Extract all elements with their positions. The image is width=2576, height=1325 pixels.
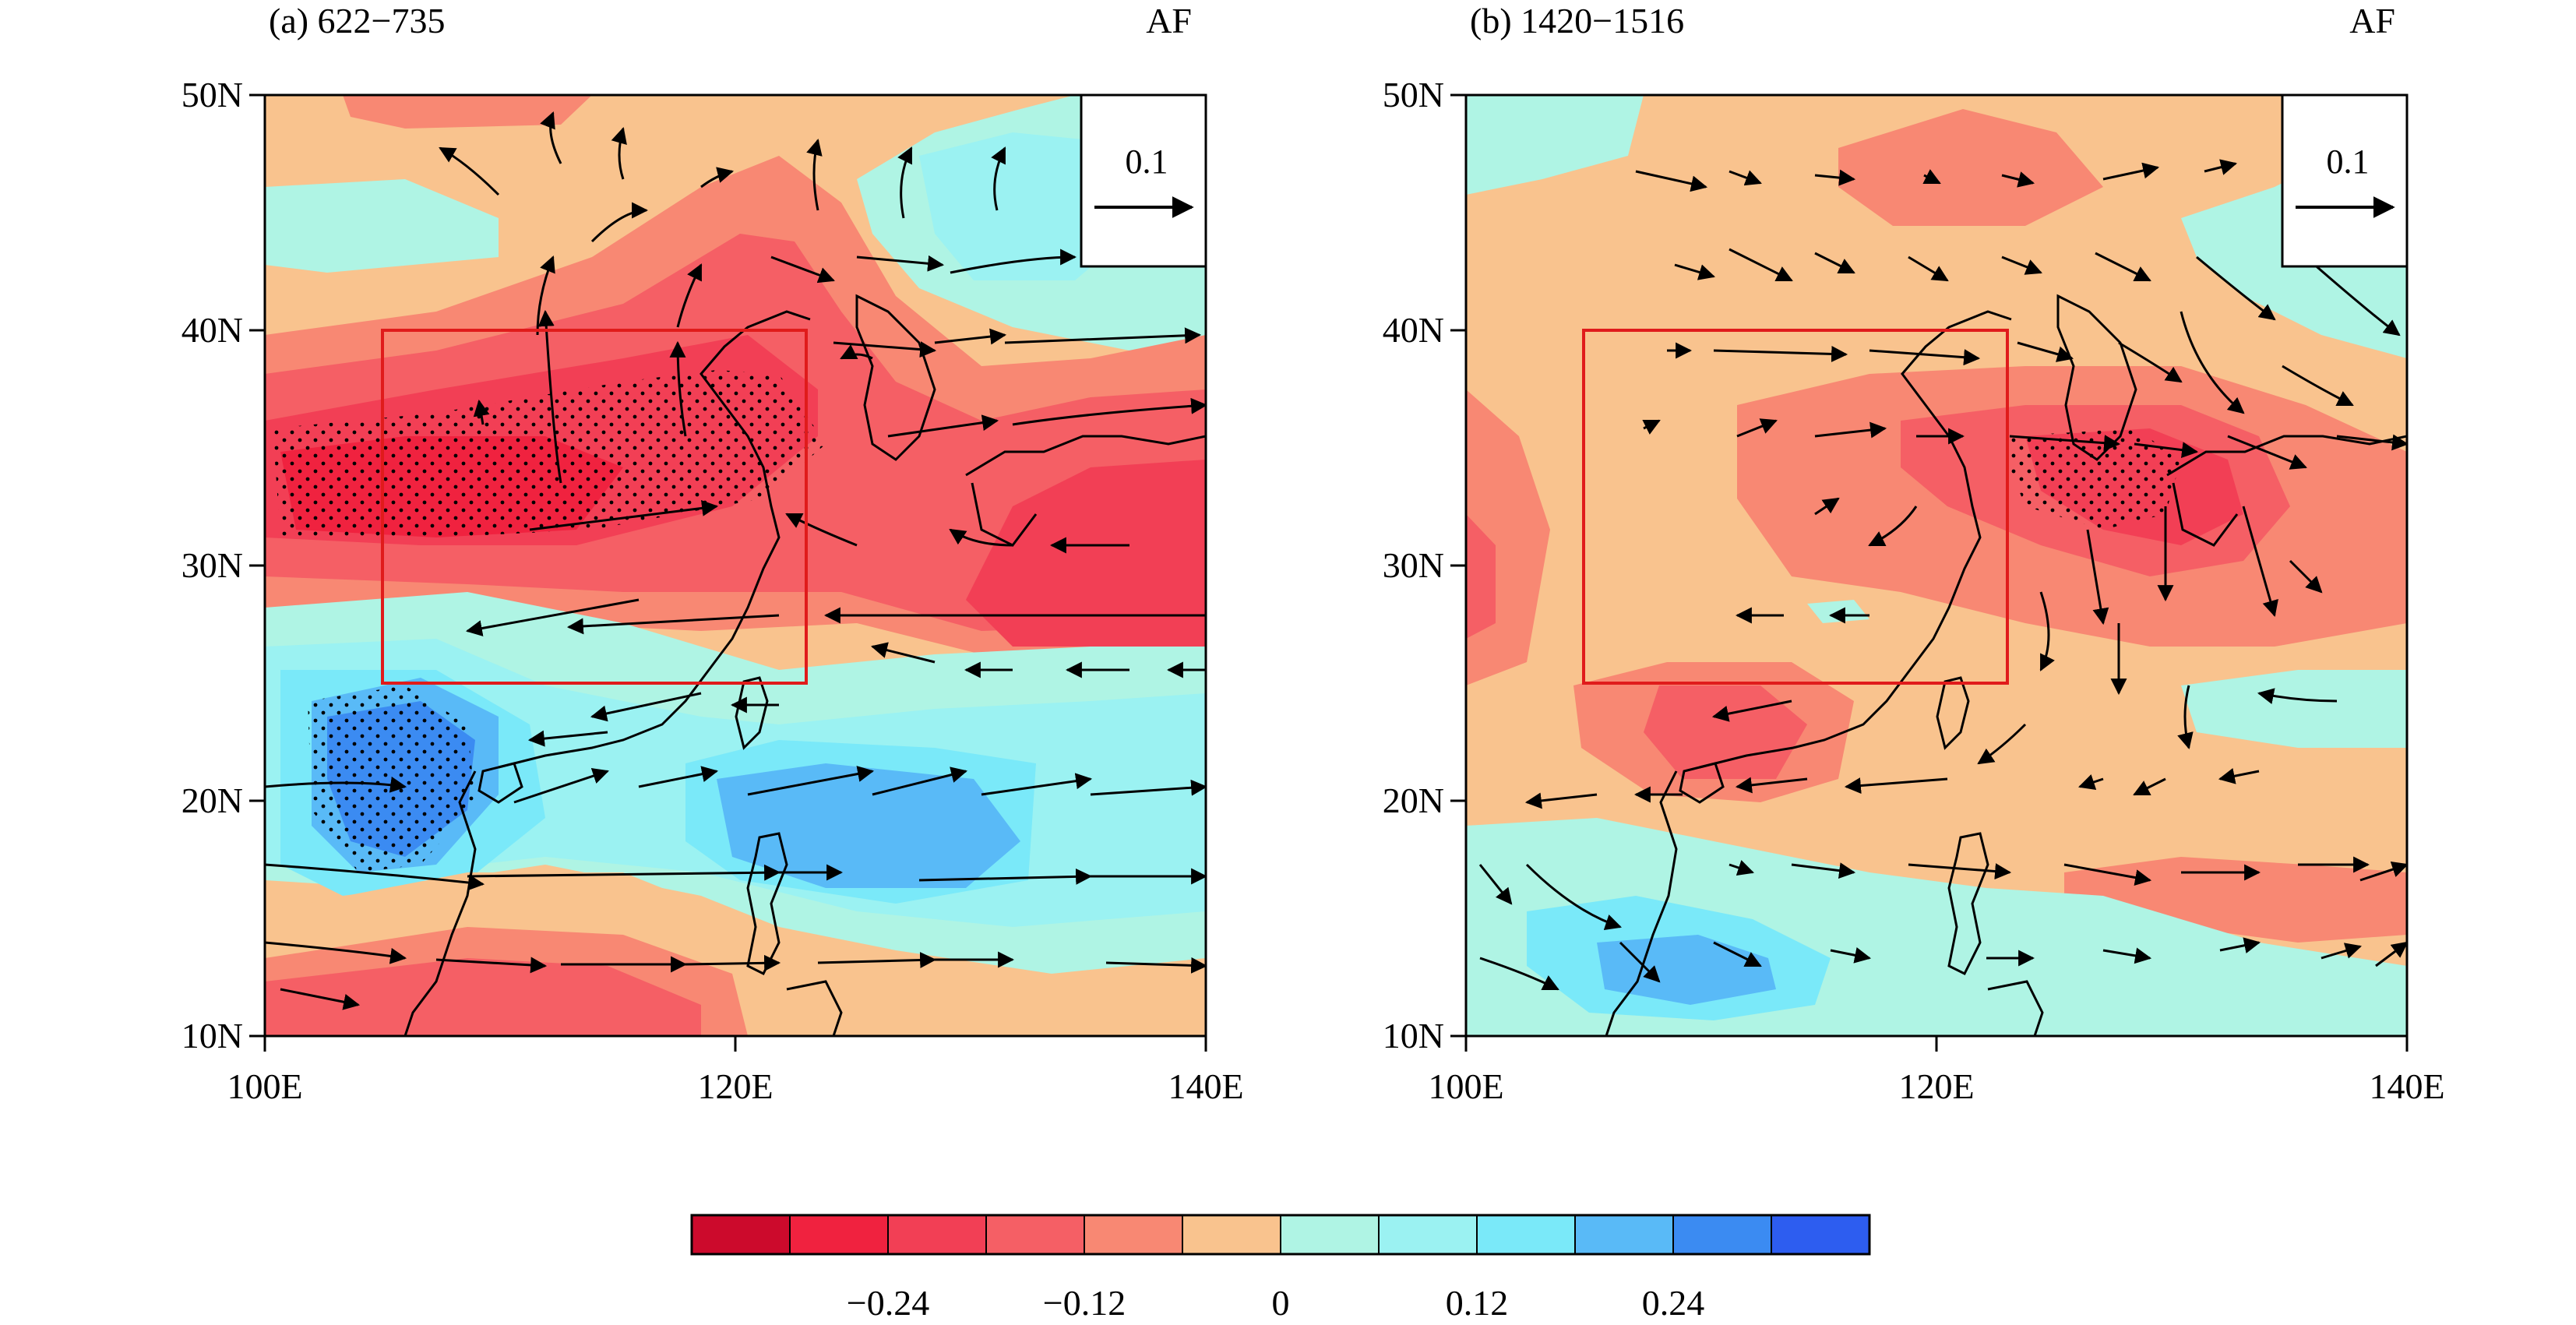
colorbar-cell — [1378, 1214, 1478, 1255]
colorbar-cell — [887, 1214, 987, 1255]
panel-a-coastline-japan — [965, 435, 1206, 547]
panel-a-red-east-inner — [966, 460, 1206, 647]
panel-a-lat-label-40n: 40N — [181, 310, 243, 350]
panel-b-ref-vector-label: 0.1 — [2327, 143, 2370, 181]
panel-a-south-red-2 — [265, 958, 701, 1036]
panel-b-red-west-core — [1466, 514, 1496, 639]
colorbar-labels: −0.24 −0.12 0 0.12 0.24 — [847, 1283, 1704, 1323]
colorbar-cell — [1280, 1214, 1380, 1255]
panel-b-lat-labels: 50N 40N 30N 20N 10N — [1383, 75, 1444, 1055]
colorbar-cell — [1771, 1214, 1870, 1255]
colorbar-label-pos024: 0.24 — [1642, 1283, 1705, 1323]
panel-b-cyan-nw — [1466, 95, 1644, 195]
panel-a-lat-label-50n: 50N — [181, 75, 243, 115]
colorbar-cell — [1182, 1214, 1281, 1255]
panel-a-wind-vectors — [265, 111, 1206, 1010]
panel-b: (b) 1420−1516 AF — [1383, 1, 2445, 1106]
panel-b-focus-box — [1582, 329, 2009, 685]
panel-a-coastline-indochina — [403, 770, 477, 1036]
panel-a-map-area — [265, 95, 1206, 1036]
panel-b-lat-ticks — [1450, 93, 1466, 1038]
panel-b-lat-label-40n: 40N — [1383, 310, 1444, 350]
panel-b-coastline-philippines — [1947, 832, 2044, 1036]
panel-b-lon-ticks — [1464, 1036, 2409, 1052]
colorbar-frame — [690, 1214, 1871, 1256]
panel-a-lon-labels: 100E 120E 140E — [227, 1066, 1243, 1106]
panel-a-title: (a) 622−735 — [269, 1, 446, 41]
panel-a-stippling-north — [273, 370, 826, 537]
panel-b-red-central-core — [1644, 685, 1807, 779]
panel-b-tag: AF — [2349, 1, 2395, 41]
panel-a-lon-label-100e: 100E — [227, 1066, 302, 1106]
panel-b-lon-label-120e: 120E — [1898, 1066, 1974, 1106]
panel-b-map-area — [1466, 95, 2407, 1036]
panel-a: (a) 622−735 AF — [181, 1, 1244, 1106]
panel-a-coastline-china — [498, 310, 811, 769]
colorbar-cell — [1476, 1214, 1576, 1255]
panel-a-ref-vector-box — [1080, 93, 1207, 268]
panel-b-lat-label-50n: 50N — [1383, 75, 1444, 115]
panel-a-blue-east — [717, 763, 1020, 888]
panel-a-lat-label-30n: 30N — [181, 545, 243, 585]
panel-b-coastline-china — [1699, 310, 2012, 769]
panel-a-cyan-west — [265, 179, 499, 273]
panel-b-coastline-japan — [2166, 435, 2407, 547]
panel-b-lat-label-10n: 10N — [1383, 1016, 1444, 1055]
colorbar-cells — [691, 1214, 1870, 1255]
panel-a-north-red-patch — [343, 95, 592, 129]
panel-a-ref-vector-label: 0.1 — [1126, 143, 1168, 181]
panel-b-coastline-indochina — [1605, 770, 1678, 1036]
panel-b-stippling — [2010, 428, 2181, 530]
panel-a-coastline-taiwan — [735, 676, 769, 750]
colorbar-cell — [691, 1214, 791, 1255]
panel-b-coastline-taiwan — [1936, 676, 1970, 750]
panel-a-lon-label-120e: 120E — [697, 1066, 773, 1106]
colorbar-label-pos012: 0.12 — [1446, 1283, 1509, 1323]
panel-b-coastline-hainan — [1679, 762, 1725, 804]
panel-a-focus-box — [381, 329, 808, 685]
panel-a-lat-label-10n: 10N — [181, 1016, 243, 1055]
panel-b-lat-label-30n: 30N — [1383, 545, 1444, 585]
panel-a-cyan-ne-inner — [919, 132, 1129, 280]
panel-b-lon-label-100e: 100E — [1428, 1066, 1503, 1106]
panel-b-title: (b) 1420−1516 — [1470, 1, 1684, 41]
colorbar-cell — [1672, 1214, 1772, 1255]
panel-b-cyan-east — [2181, 670, 2407, 748]
colorbar-label-zero: 0 — [1272, 1283, 1290, 1323]
panel-a-coastline-hainan — [477, 762, 523, 804]
panel-a-lat-labels: 50N 40N 30N 20N 10N — [181, 75, 243, 1055]
panel-b-wind-vectors — [1478, 159, 2407, 991]
panel-a-lat-ticks — [249, 93, 265, 1038]
colorbar-cell — [789, 1214, 889, 1255]
panel-a-lon-ticks — [263, 1036, 1207, 1052]
panel-a-tag: AF — [1146, 1, 1192, 41]
panel-b-lat-label-20n: 20N — [1383, 781, 1444, 820]
colorbar: −0.24 −0.12 0 0.12 0.24 — [690, 1214, 1871, 1323]
panel-a-lat-label-20n: 20N — [181, 781, 243, 820]
panel-b-red-north — [1838, 109, 2103, 226]
panel-a-lon-label-140e: 140E — [1168, 1066, 1243, 1106]
panel-b-lon-labels: 100E 120E 140E — [1428, 1066, 2444, 1106]
colorbar-cell — [1084, 1214, 1183, 1255]
colorbar-label-neg012: −0.12 — [1043, 1283, 1126, 1323]
panel-a-coastline-korea — [855, 294, 936, 461]
colorbar-label-neg024: −0.24 — [847, 1283, 929, 1323]
colorbar-cell — [985, 1214, 1085, 1255]
panel-b-lon-label-140e: 140E — [2369, 1066, 2444, 1106]
panel-b-ref-vector-box — [2281, 93, 2409, 268]
colorbar-cell — [1574, 1214, 1674, 1255]
panel-a-coastline-philippines — [746, 832, 843, 1036]
